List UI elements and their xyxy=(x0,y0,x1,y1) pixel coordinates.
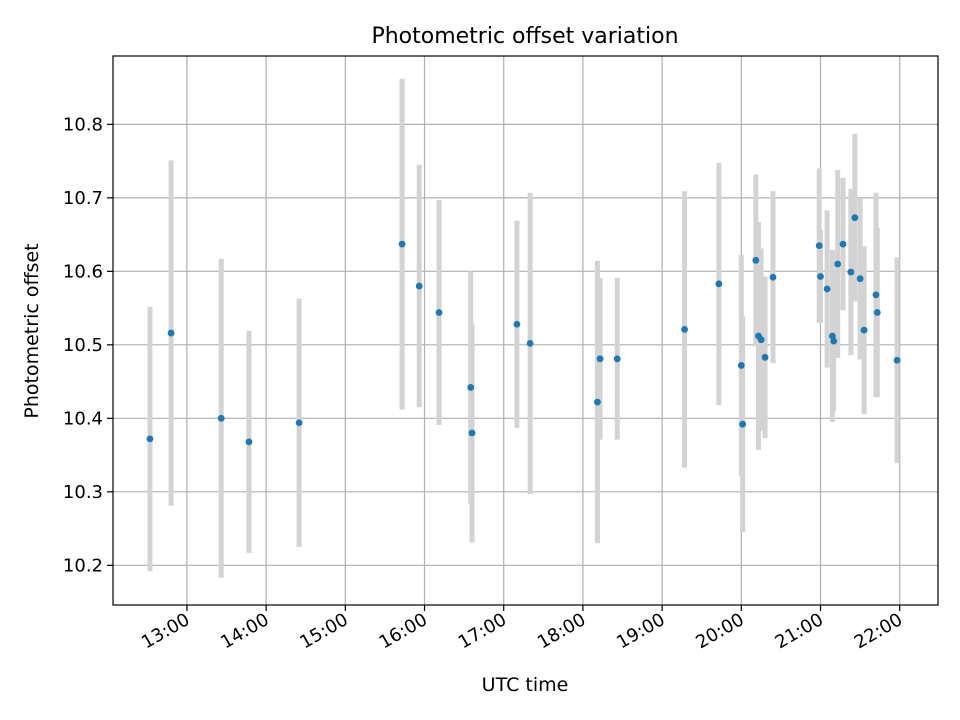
y-tick-label: 10.5 xyxy=(63,335,103,356)
data-point xyxy=(167,329,175,337)
data-point xyxy=(817,273,824,280)
data-point xyxy=(613,355,621,363)
data-point xyxy=(893,356,901,364)
data-point xyxy=(715,280,723,288)
data-point xyxy=(769,273,777,281)
y-tick-label: 10.8 xyxy=(63,114,103,135)
data-point xyxy=(873,309,881,316)
data-point xyxy=(752,256,760,264)
y-axis-ticks: 10.2 10.3 10.4 10.5 10.6 10.7 10.8 xyxy=(63,114,113,576)
y-tick-label: 10.4 xyxy=(63,408,103,429)
data-point xyxy=(295,419,303,427)
data-point xyxy=(526,339,534,347)
data-point xyxy=(839,240,847,248)
data-point xyxy=(847,268,855,276)
chart-title: Photometric offset variation xyxy=(371,24,678,49)
data-point xyxy=(435,309,443,316)
y-tick-label: 10.2 xyxy=(63,555,103,576)
data-point xyxy=(834,260,842,268)
data-point xyxy=(596,355,604,363)
data-point xyxy=(815,242,823,250)
y-tick-label: 10.7 xyxy=(63,188,103,209)
data-points xyxy=(146,214,901,446)
data-point xyxy=(594,398,601,406)
data-point xyxy=(851,214,859,222)
data-point xyxy=(761,353,769,361)
data-point xyxy=(468,429,476,437)
data-point xyxy=(398,240,406,248)
y-tick-label: 10.6 xyxy=(63,261,103,282)
data-point xyxy=(757,336,765,344)
data-point xyxy=(513,320,521,328)
data-point xyxy=(217,414,225,422)
data-point xyxy=(681,325,688,333)
data-point xyxy=(830,337,838,345)
data-point xyxy=(467,384,475,391)
data-point xyxy=(737,362,745,369)
plot-frame xyxy=(112,55,939,606)
x-axis-label: UTC time xyxy=(482,674,569,696)
data-point xyxy=(415,282,423,290)
data-point xyxy=(146,435,154,443)
data-point xyxy=(823,285,831,293)
data-point xyxy=(739,420,747,428)
data-point xyxy=(860,326,868,334)
y-tick-label: 10.3 xyxy=(63,482,103,503)
y-axis-label: Photometric offset xyxy=(21,243,43,418)
data-point xyxy=(856,275,864,283)
data-point xyxy=(872,291,880,299)
data-point xyxy=(245,438,253,446)
data-point xyxy=(829,332,836,340)
